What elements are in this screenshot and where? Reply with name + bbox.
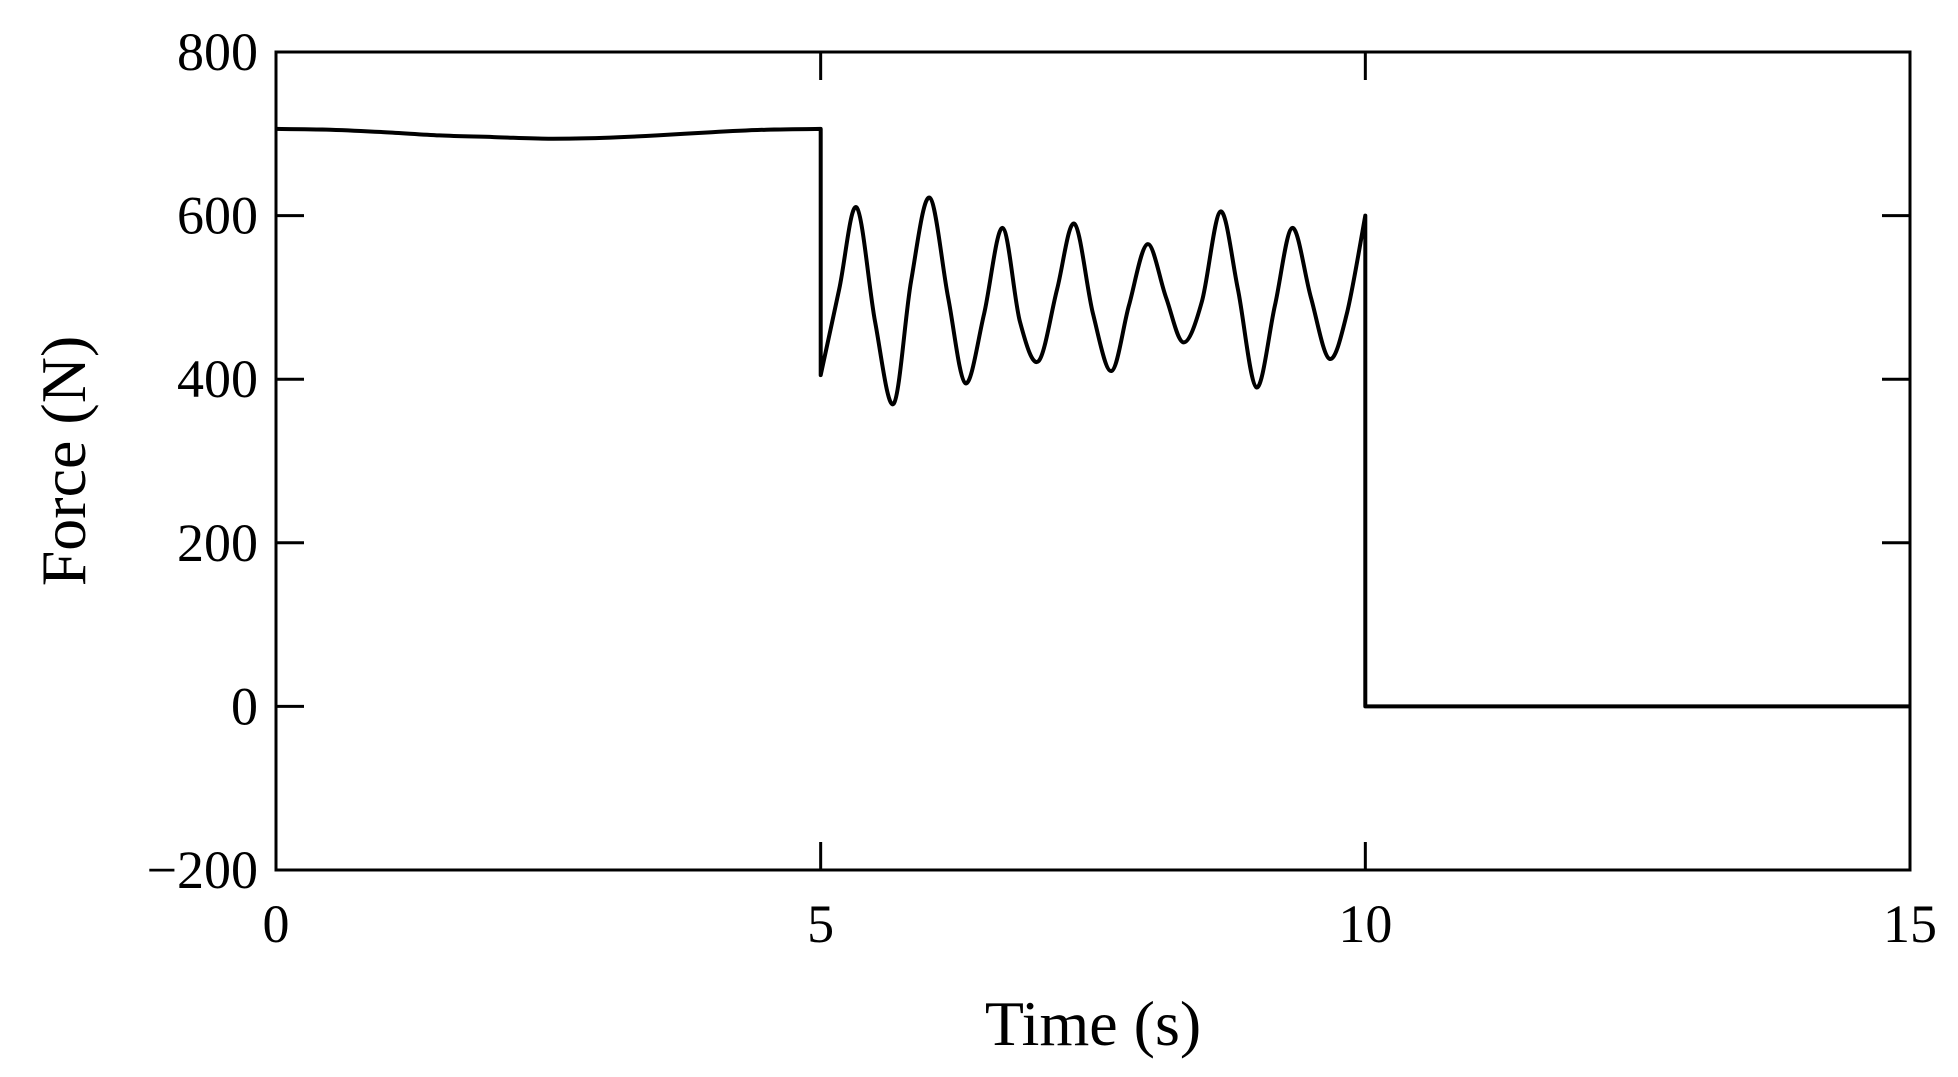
x-tick-label: 10 xyxy=(1338,894,1392,954)
x-tick-labels: 0 5 10 15 xyxy=(263,894,1938,954)
y-tick-label: 600 xyxy=(177,186,258,246)
plot-frame xyxy=(274,50,1912,872)
x-axis-label: Time (s) xyxy=(985,988,1201,1059)
y-tick-labels: −200 0 200 400 600 800 xyxy=(147,22,258,900)
y-tick-label: 0 xyxy=(231,676,258,736)
x-tick-label: 5 xyxy=(807,894,834,954)
y-tick-label: 400 xyxy=(177,349,258,409)
y-tick-label: −200 xyxy=(147,840,258,900)
x-tick-label: 0 xyxy=(263,894,290,954)
force-series-line xyxy=(275,126,1910,709)
y-axis-label: Force (N) xyxy=(28,336,99,587)
y-tick-label: 200 xyxy=(177,513,258,573)
y-tick-label: 800 xyxy=(177,22,258,82)
axis-ticks xyxy=(274,50,1912,872)
x-tick-label: 15 xyxy=(1883,894,1937,954)
